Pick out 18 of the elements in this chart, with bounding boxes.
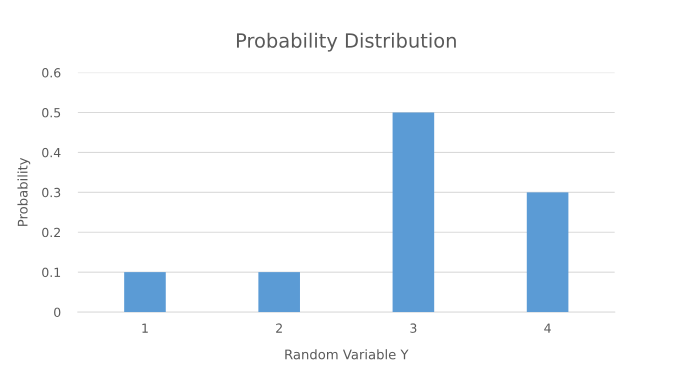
bar — [124, 272, 166, 312]
chart-title: Probability Distribution — [236, 32, 456, 52]
y-tick-label: 0.4 — [42, 148, 60, 158]
y-tick-label: 0 — [54, 308, 60, 318]
x-axis-title: Random Variable Y — [285, 349, 409, 360]
y-tick-label: 0.6 — [42, 68, 60, 78]
y-tick-label: 0.3 — [42, 188, 60, 198]
y-axis-title: Probability — [17, 158, 30, 226]
bar — [258, 272, 300, 312]
y-tick-label: 0.5 — [42, 108, 60, 118]
x-tick-label: 3 — [410, 323, 416, 333]
x-tick-label: 4 — [544, 324, 551, 333]
bar — [526, 192, 568, 312]
y-tick-label: 0.2 — [42, 228, 60, 238]
x-tick-label: 1 — [142, 324, 148, 333]
bar — [392, 112, 434, 312]
y-tick-label: 0.1 — [42, 268, 60, 278]
x-tick-label: 2 — [276, 323, 282, 333]
